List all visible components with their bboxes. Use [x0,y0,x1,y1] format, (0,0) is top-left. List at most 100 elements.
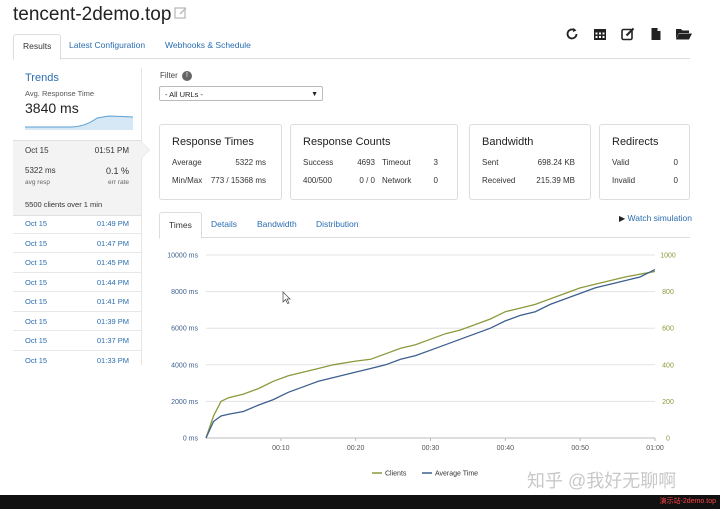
tab-latest-configuration[interactable]: Latest Configuration [69,40,146,50]
x-tick-label: 00:40 [497,445,515,452]
series-line-clients [205,270,656,439]
folder-open-icon[interactable] [670,24,698,44]
tab-results[interactable]: Results [13,34,62,60]
run-date: Oct 15 [25,258,48,267]
site-tag: 演示站-2demo.top [659,498,716,505]
run-date: Oct 15 [25,336,48,345]
run-time: 01:39 PM [96,316,129,326]
received-value: 215.39 MB [536,176,575,185]
run-time: 01:44 PM [96,277,129,287]
selected-avg-resp: 5322 ms [25,166,56,175]
redirects-card: Redirects Valid 0 Invalid 0 [599,124,690,200]
selected-run-date: Oct 15 [25,146,49,155]
selected-err-rate: 0.1 % [105,166,129,176]
list-item[interactable]: Oct 15 01:44 PM [13,273,141,292]
network-label: Network [382,176,412,185]
selected-arrow-inner [141,142,149,158]
y-right-tick-label: 200 [662,399,674,406]
card-title: Response Times [172,136,254,148]
run-date: Oct 15 [25,277,48,287]
list-item[interactable]: Oct 15 01:37 PM [13,331,141,351]
list-item[interactable]: Oct 15 01:33 PM [13,351,141,370]
edit-icon[interactable] [174,6,188,25]
trends-sidebar: Trends Avg. Response Time 3840 ms Oct 15… [13,68,150,365]
y-right-tick-label: 600 [662,326,674,333]
x-tick-label: 00:20 [347,445,365,452]
run-date: Oct 15 [25,219,48,228]
run-list: Oct 15 01:49 PM Oct 15 01:47 PM Oct 15 01:4… [13,214,141,369]
list-item[interactable]: Oct 15 01:39 PM [13,312,141,331]
y-axis-left: 0 ms 2000 ms 4000 ms 6000 ms 8000 ms 10000 ms [167,253,198,443]
selected-run-panel[interactable]: Oct 15 01:51 PM 5322 ms avg resp 0.1 % e… [13,140,141,216]
y-right-tick-label: 400 [662,362,674,369]
tab-times[interactable]: Times [159,212,202,239]
run-time: 01:49 PM [96,219,129,228]
selected-run-time: 01:51 PM [94,146,129,155]
y-left-tick-label: 6000 ms [171,326,198,333]
status-label: 400/500 [303,176,332,185]
page-title: tencent-2demo.top [13,4,172,25]
y-left-tick-label: 0 ms [183,436,199,443]
refresh-icon[interactable] [558,24,586,44]
avg-value: 5322 ms [235,158,266,167]
y-left-tick-label: 10000 ms [167,253,198,260]
watch-simulation-label: Watch simulation [627,213,692,223]
x-tick-label: 00:30 [422,445,440,452]
tab-bandwidth[interactable]: Bandwidth [257,219,297,229]
tab-distribution[interactable]: Distribution [316,219,359,229]
trend-sparkline [25,115,133,130]
run-time: 01:45 PM [96,258,129,267]
response-times-card: Response Times Average 5322 ms Min/Max 7… [159,124,282,200]
avg-response-label: Avg. Response Time [25,89,95,98]
edit-square-icon[interactable] [614,24,642,44]
x-tick-label: 01:00 [646,445,664,452]
footer-bar: 演示站-2demo.top [0,495,720,509]
tab-webhooks-schedule[interactable]: Webhooks & Schedule [165,40,251,50]
run-date: Oct 15 [25,355,48,365]
filter-info-badge[interactable]: ! [182,71,192,81]
series-line-average-time [205,269,656,439]
run-date: Oct 15 [25,297,48,306]
y-right-tick-label: 1000 [660,253,676,260]
calendar-icon[interactable] [586,24,614,44]
invalid-label: Invalid [612,176,636,185]
network-value: 0 [433,176,438,185]
toolbar [558,24,698,44]
avg-response-value: 3840 ms [25,100,79,116]
url-filter-select[interactable]: - All URLs - ▼ [159,86,323,101]
y-right-tick-label: 0 [666,436,670,443]
run-date: Oct 15 [25,316,48,326]
card-title: Bandwidth [482,136,534,148]
chart-tabs: Times Details Bandwidth Distribution [159,212,690,239]
y-left-tick-label: 8000 ms [171,289,198,296]
results-tabs: Results Latest Configuration Webhooks & … [13,34,690,60]
selected-avg-resp-label: avg resp [25,179,50,186]
status-value: 0 / 0 [359,176,375,185]
timeout-label: Timeout [382,158,411,167]
watch-simulation-link[interactable]: ▶ Watch simulation [619,213,692,223]
avg-label: Average [172,158,202,167]
selected-clients: 5500 clients over 1 min [25,200,103,209]
success-value: 4693 [357,158,375,167]
success-label: Success [303,158,334,167]
mouse-cursor-icon [282,291,291,304]
valid-value: 0 [673,158,678,167]
valid-label: Valid [612,158,630,167]
list-item[interactable]: Oct 15 01:45 PM [13,253,141,273]
tab-details[interactable]: Details [211,219,237,229]
list-item[interactable]: Oct 15 01:49 PM [13,214,141,234]
list-item[interactable]: Oct 15 01:47 PM [13,234,141,253]
run-time: 01:41 PM [96,297,129,306]
x-tick-label: 00:10 [272,445,290,452]
chevron-down-icon: ▼ [311,91,318,98]
minmax-value: 773 / 15368 ms [210,176,266,185]
chart-legend: Clients Average Time [372,471,478,478]
bandwidth-card: Bandwidth Sent 698.24 KB Received 215.39… [469,124,591,200]
card-title: Redirects [612,136,659,148]
x-axis: 00:10 00:20 00:30 00:40 00:50 01:00 [272,438,664,452]
document-icon[interactable] [642,24,670,44]
received-label: Received [482,176,516,185]
legend-label: Clients [385,471,407,478]
list-item[interactable]: Oct 15 01:41 PM [13,292,141,312]
